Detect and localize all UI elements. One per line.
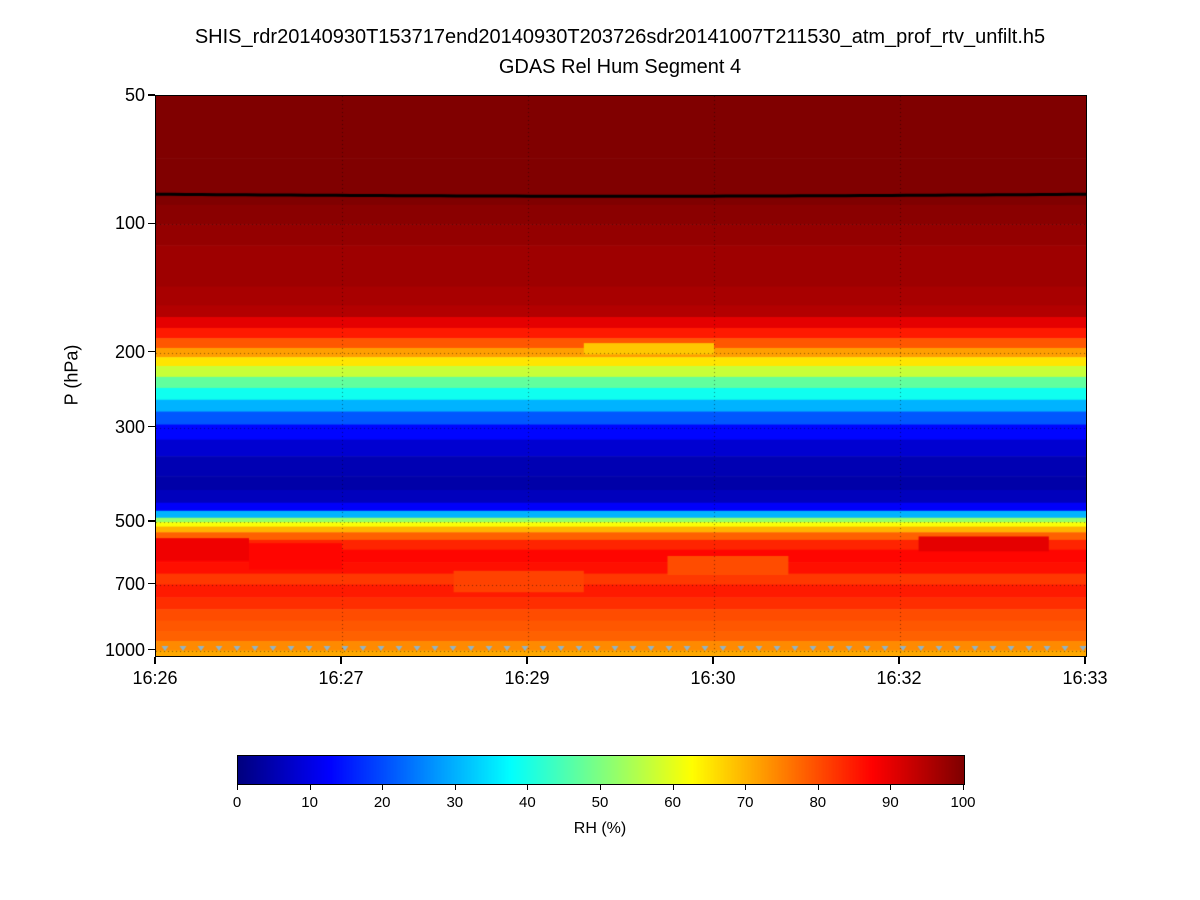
y-tick-label: 300 — [114, 416, 145, 437]
y-tick-mark — [148, 648, 155, 651]
colorbar-tick-label: 70 — [736, 794, 754, 811]
colorbar-tick-label: 80 — [809, 794, 827, 811]
y-tick-mark — [148, 94, 155, 96]
colorbar-tick-label: 10 — [301, 794, 318, 811]
colorbar-tick-label: 0 — [232, 794, 242, 811]
y-axis-label: P (hPa) — [61, 344, 82, 406]
colorbar-tick-mark — [817, 785, 819, 790]
colorbar-label: RH (%) — [573, 820, 627, 837]
colorbar-tick-label: 40 — [519, 794, 536, 811]
y-tick-mark — [148, 520, 155, 522]
colorbar-tick-label: 50 — [591, 794, 609, 811]
x-tick-label: 16:33 — [1062, 668, 1108, 688]
colorbar — [237, 755, 965, 785]
x-tick-mark — [340, 656, 342, 664]
x-tick-label: 16:27 — [318, 668, 364, 688]
figure-suptitle: SHIS_rdr20140930T153717end20140930T20372… — [194, 26, 1046, 48]
y-tick-label: 100 — [114, 213, 145, 234]
colorbar-tick-mark — [309, 785, 311, 790]
x-tick-label: 16:29 — [504, 668, 550, 688]
y-tick-mark — [148, 425, 155, 428]
colorbar-tick-label: 30 — [446, 794, 464, 811]
colorbar-tick-mark — [527, 785, 529, 790]
x-tick-mark — [712, 656, 714, 664]
colorbar-tick-mark — [382, 785, 384, 790]
colorbar-tick-mark — [963, 785, 964, 790]
y-tick-label: 50 — [124, 85, 145, 105]
x-tick-label: 16:30 — [690, 668, 736, 688]
x-tick-mark — [154, 656, 156, 664]
colorbar-tick-mark — [600, 785, 601, 790]
y-tick-mark — [148, 350, 155, 353]
x-tick-label: 16:26 — [132, 668, 178, 688]
y-tick-label: 200 — [114, 341, 145, 362]
colorbar-tick-mark — [672, 785, 674, 790]
colorbar-tick-mark — [890, 785, 892, 790]
y-tick-label: 1000 — [104, 639, 145, 660]
y-tick-mark — [148, 582, 155, 585]
colorbar-tick-mark — [237, 785, 238, 790]
y-tick-mark — [148, 222, 155, 225]
x-tick-mark — [526, 656, 528, 664]
y-tick-label: 500 — [114, 511, 145, 532]
x-tick-mark — [1084, 656, 1086, 664]
x-tick-mark — [898, 656, 900, 664]
colorbar-tick-label: 20 — [373, 794, 391, 811]
colorbar-canvas — [238, 756, 964, 784]
colorbar-tick-label: 60 — [664, 794, 681, 811]
x-tick-label: 16:32 — [876, 668, 922, 688]
y-tick-label: 700 — [114, 573, 145, 594]
figure-title: GDAS Rel Hum Segment 4 — [498, 56, 742, 78]
colorbar-tick-label: 90 — [882, 794, 899, 811]
heatmap-canvas — [156, 96, 1086, 656]
colorbar-tick-mark — [454, 785, 456, 790]
heatmap-plot — [155, 95, 1087, 657]
colorbar-tick-label: 100 — [950, 794, 976, 811]
colorbar-tick-mark — [745, 785, 747, 790]
